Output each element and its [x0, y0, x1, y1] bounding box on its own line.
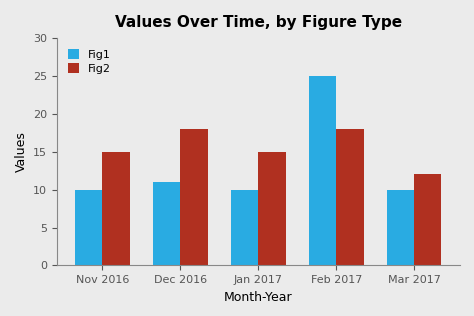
Bar — [181, 129, 208, 265]
Bar — [258, 152, 286, 265]
Y-axis label: Values: Values — [15, 131, 27, 172]
Bar — [153, 182, 181, 265]
Bar — [309, 76, 336, 265]
Bar — [336, 129, 364, 265]
Bar — [387, 190, 414, 265]
Bar — [75, 190, 102, 265]
Bar — [414, 174, 441, 265]
Bar — [102, 152, 130, 265]
X-axis label: Month-Year: Month-Year — [224, 291, 292, 304]
Bar — [231, 190, 258, 265]
Legend: Fig1, Fig2: Fig1, Fig2 — [63, 44, 117, 80]
Title: Values Over Time, by Figure Type: Values Over Time, by Figure Type — [115, 15, 402, 30]
